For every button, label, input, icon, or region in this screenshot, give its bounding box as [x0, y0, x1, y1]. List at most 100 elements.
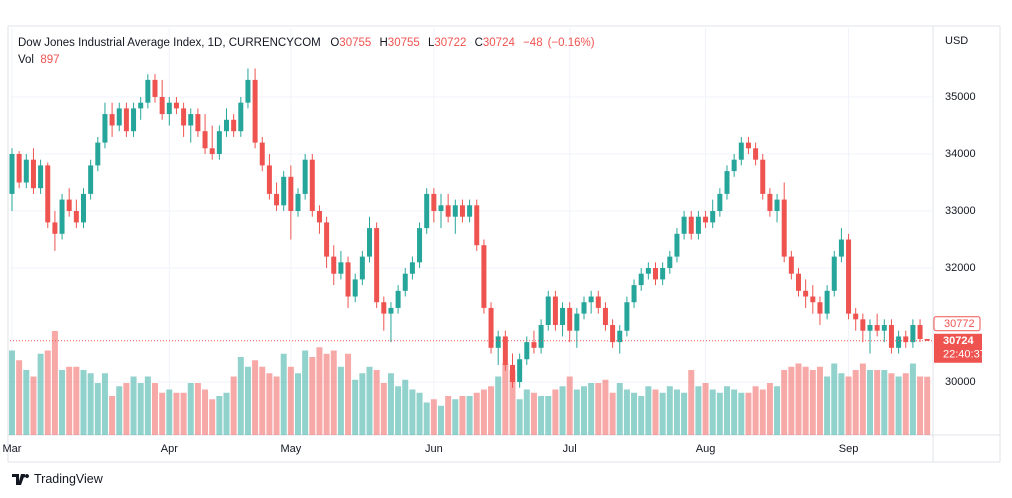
x-tick-label: Mar [3, 443, 22, 455]
ohlc-row: Dow Jones Industrial Average Index, 1D, … [18, 35, 600, 52]
volume-bar [51, 331, 58, 435]
volume-bar [316, 347, 323, 435]
volume-bar [666, 386, 673, 435]
candle-body [695, 216, 701, 234]
volume-bar [502, 363, 509, 435]
volume-bar [452, 399, 459, 435]
volume-bar [59, 370, 66, 435]
candle-body [16, 153, 22, 183]
candle-body [602, 307, 608, 326]
volume-bar [659, 392, 666, 435]
legend: Dow Jones Industrial Average Index, 1D, … [18, 35, 600, 69]
volume-bar [166, 389, 173, 435]
volume-bar [280, 353, 287, 435]
y-tick-label: 33000 [945, 205, 976, 217]
volume-bar [359, 373, 366, 435]
countdown: 22:40:37 [943, 349, 986, 361]
o-label: O [330, 37, 340, 49]
candle-body [195, 114, 201, 132]
volume-bar [638, 396, 645, 435]
l-label: L [427, 37, 435, 49]
candle-body [145, 79, 151, 103]
change: −48 [523, 37, 543, 49]
volume-bar [559, 386, 566, 435]
candle-body [710, 211, 716, 223]
volume-bar [859, 363, 866, 435]
candle-body [760, 159, 766, 194]
currency-label: USD [945, 35, 968, 47]
brand: TradingView [34, 472, 103, 486]
volume-bar [144, 376, 151, 435]
candle-body [803, 290, 809, 297]
volume-bar [109, 396, 116, 435]
h-label: H [379, 37, 388, 49]
volume-bar [631, 392, 638, 435]
candle-body [724, 171, 730, 194]
candle-body [302, 159, 308, 194]
candle-body [753, 148, 759, 160]
candle-body [745, 142, 751, 149]
volume-bar [924, 376, 931, 435]
volume-bar [845, 376, 852, 435]
candle-body [166, 102, 172, 115]
candle-body [738, 142, 744, 160]
volume-bar [323, 353, 330, 435]
volume-bar [895, 376, 902, 435]
volume-bar [101, 373, 108, 435]
volume-bar [137, 383, 144, 435]
volume-bar [459, 396, 466, 435]
branding[interactable]: TradingView [12, 472, 103, 486]
candle-body [9, 153, 15, 194]
candle-body [345, 262, 351, 297]
candle-body [774, 199, 780, 212]
volume-bar [237, 357, 244, 435]
candle-body [631, 285, 637, 303]
vol-value: 897 [40, 54, 60, 66]
candle-body [817, 302, 823, 314]
volume-bar [295, 373, 301, 435]
volume-bar [673, 389, 680, 435]
candle-body [452, 205, 458, 217]
volume-bar [430, 399, 437, 435]
volume-bar [545, 396, 552, 435]
candle-body [545, 296, 551, 326]
candle-body [903, 336, 909, 343]
volume-bar [731, 389, 738, 435]
volume-bar [616, 383, 623, 435]
volume-bar [387, 373, 394, 435]
volume-bar [745, 392, 752, 435]
candle-body [352, 279, 358, 297]
y-tick-label: 32000 [945, 262, 976, 274]
volume-bar [223, 392, 230, 435]
candle-body [331, 256, 337, 274]
candle-body [123, 108, 129, 132]
candle-body [274, 193, 280, 206]
volume-bar [180, 392, 187, 435]
candle-body [431, 193, 437, 212]
candle-body [824, 290, 830, 314]
volume-bar [466, 396, 473, 435]
candle-body [467, 205, 473, 217]
x-tick-label: Jun [425, 443, 443, 455]
candle-body [495, 336, 501, 348]
candle-body [838, 239, 844, 257]
logo [12, 473, 29, 485]
y-tick-label: 34000 [945, 148, 976, 160]
candle-body [381, 302, 387, 314]
volume-bar [702, 383, 709, 435]
candle-body [88, 165, 94, 194]
volume-bar [44, 350, 51, 435]
candle-body [688, 216, 694, 234]
volume-bar [380, 383, 387, 435]
volume-bar [573, 389, 580, 435]
candle-body [552, 296, 558, 326]
volume-bar [716, 392, 723, 435]
candle-body [667, 256, 673, 269]
volume-bar [30, 376, 37, 435]
candle-body [860, 319, 866, 331]
candle-body [660, 268, 666, 280]
candle-body [867, 325, 873, 331]
candle-body [395, 290, 401, 308]
candle-body [781, 199, 787, 257]
